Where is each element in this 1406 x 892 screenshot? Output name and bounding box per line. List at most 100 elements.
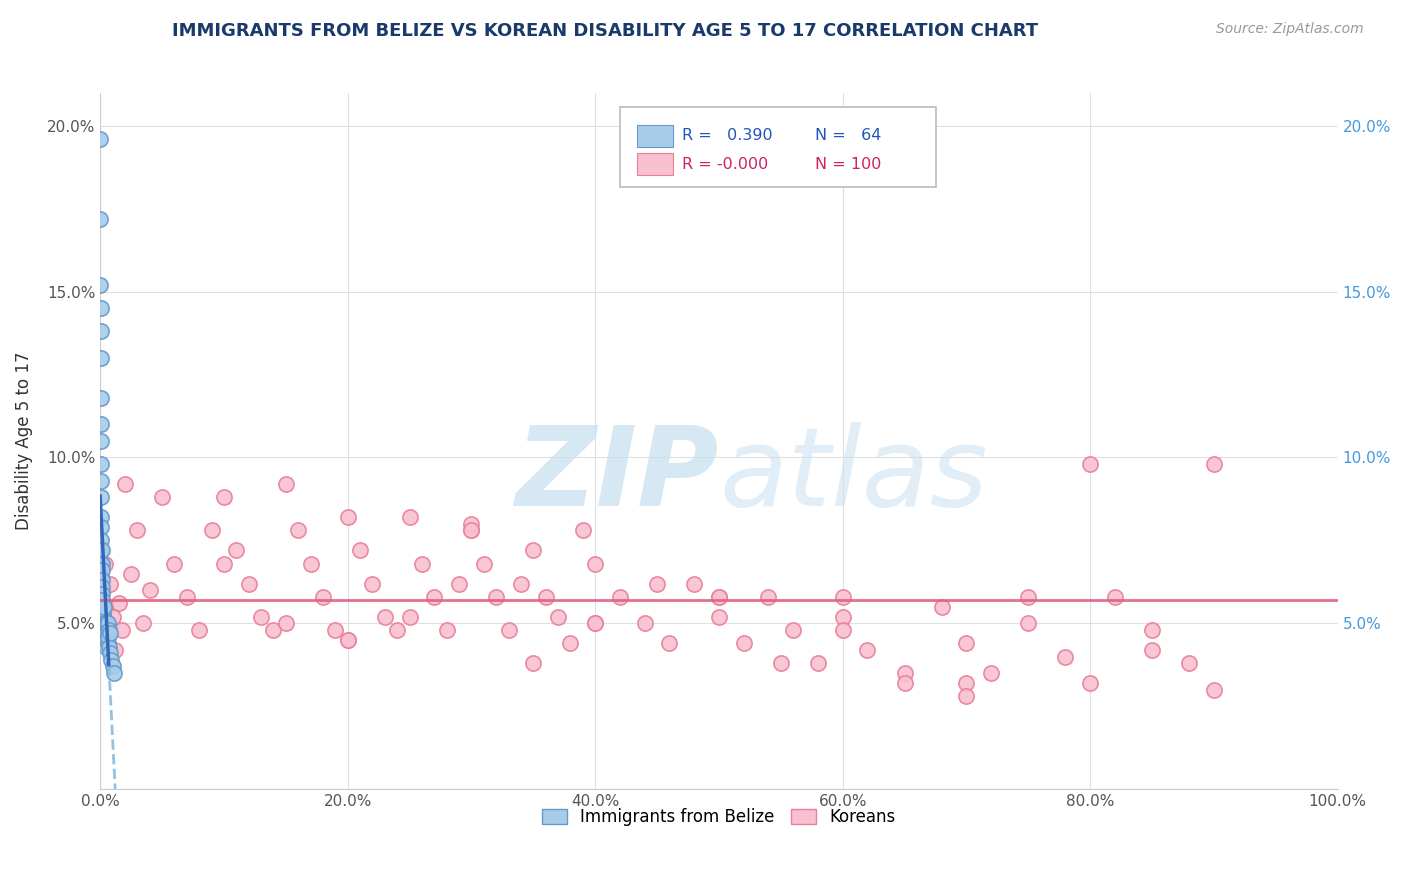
Point xyxy=(90,491,112,505)
Point xyxy=(91,620,114,634)
Point xyxy=(163,557,186,571)
Point xyxy=(91,607,114,621)
Point xyxy=(1140,643,1163,657)
Point xyxy=(498,623,520,637)
Point xyxy=(769,656,792,670)
Text: N = 100: N = 100 xyxy=(815,157,882,172)
Point xyxy=(658,636,681,650)
Point xyxy=(509,576,531,591)
Point xyxy=(583,616,606,631)
Point xyxy=(733,636,755,650)
Point xyxy=(93,636,115,650)
Point xyxy=(89,132,111,146)
Point xyxy=(485,590,508,604)
Point xyxy=(1178,656,1201,670)
Point xyxy=(212,557,235,571)
Y-axis label: Disability Age 5 to 17: Disability Age 5 to 17 xyxy=(15,351,32,530)
Point xyxy=(97,616,120,631)
Point xyxy=(96,626,118,640)
Point xyxy=(262,623,284,637)
Point xyxy=(1054,649,1077,664)
Point xyxy=(120,566,142,581)
Point xyxy=(336,632,359,647)
Point xyxy=(758,590,780,604)
Point xyxy=(90,623,112,637)
Point xyxy=(91,586,114,600)
Point xyxy=(90,474,112,488)
Point xyxy=(93,599,115,614)
Point xyxy=(831,623,853,637)
Point xyxy=(107,597,129,611)
Text: Source: ZipAtlas.com: Source: ZipAtlas.com xyxy=(1216,22,1364,37)
Point xyxy=(1017,616,1039,631)
Point xyxy=(645,576,668,591)
Point xyxy=(831,609,853,624)
Text: R = -0.000: R = -0.000 xyxy=(682,157,768,172)
Point xyxy=(287,524,309,538)
Point xyxy=(200,524,222,538)
Point xyxy=(374,609,396,624)
Point xyxy=(398,510,420,524)
Text: ZIP: ZIP xyxy=(516,422,718,529)
Legend: Immigrants from Belize, Koreans: Immigrants from Belize, Koreans xyxy=(536,802,903,833)
Point xyxy=(94,626,117,640)
Point xyxy=(90,301,112,316)
Point xyxy=(423,590,446,604)
Point xyxy=(547,609,569,624)
Point xyxy=(1202,457,1225,471)
Point xyxy=(90,417,112,432)
Point xyxy=(90,533,112,548)
Point xyxy=(1202,682,1225,697)
Point xyxy=(460,524,482,538)
Point xyxy=(707,609,730,624)
Text: IMMIGRANTS FROM BELIZE VS KOREAN DISABILITY AGE 5 TO 17 CORRELATION CHART: IMMIGRANTS FROM BELIZE VS KOREAN DISABIL… xyxy=(172,22,1038,40)
Point xyxy=(114,477,136,491)
Point xyxy=(176,590,198,604)
Point xyxy=(323,623,346,637)
FancyBboxPatch shape xyxy=(637,125,673,147)
Point xyxy=(98,576,121,591)
Point xyxy=(93,616,115,631)
Point xyxy=(90,616,112,631)
Point xyxy=(398,609,420,624)
Point xyxy=(1017,590,1039,604)
Point xyxy=(782,623,804,637)
Text: N =   64: N = 64 xyxy=(815,128,882,144)
Point xyxy=(336,510,359,524)
Point xyxy=(96,599,118,614)
Point xyxy=(90,325,112,339)
Point xyxy=(90,590,112,604)
Point xyxy=(831,590,853,604)
Point xyxy=(349,543,371,558)
Point xyxy=(299,557,322,571)
Point xyxy=(91,609,114,624)
Point xyxy=(90,590,112,604)
Point xyxy=(534,590,557,604)
Point xyxy=(91,609,114,624)
Point xyxy=(150,491,173,505)
Point xyxy=(90,543,112,558)
Point xyxy=(90,457,112,471)
Point xyxy=(436,623,458,637)
Point xyxy=(138,583,160,598)
Point xyxy=(100,653,122,667)
Point xyxy=(90,557,112,571)
Point xyxy=(522,543,544,558)
Point xyxy=(93,623,115,637)
Point xyxy=(955,676,977,690)
Point xyxy=(955,690,977,704)
Point xyxy=(94,616,117,631)
Point xyxy=(111,623,134,637)
Point xyxy=(90,563,112,577)
Point xyxy=(96,640,118,654)
Point xyxy=(472,557,495,571)
Point xyxy=(101,609,124,624)
Point xyxy=(96,616,118,631)
Point xyxy=(90,434,112,448)
Text: atlas: atlas xyxy=(718,422,987,529)
Point xyxy=(94,557,117,571)
Point xyxy=(707,590,730,604)
Point xyxy=(411,557,433,571)
Point xyxy=(93,616,115,631)
Point xyxy=(460,516,482,531)
